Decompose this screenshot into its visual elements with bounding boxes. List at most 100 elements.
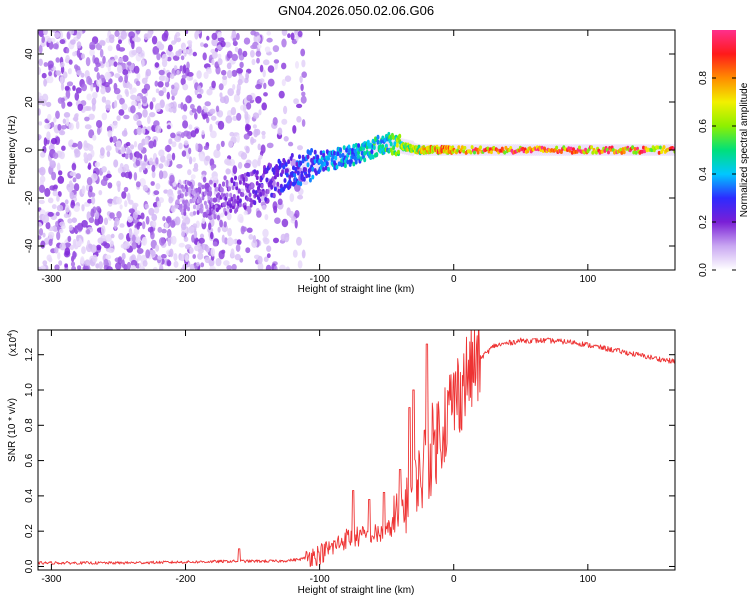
heatmap-cell (162, 216, 166, 222)
heatmap-cell (232, 84, 236, 90)
heatmap-cell (149, 157, 154, 166)
heatmap-cell (261, 173, 265, 179)
heatmap-cell (572, 147, 575, 152)
heatmap-cell (236, 112, 242, 121)
heatmap-cell (137, 142, 144, 151)
heatmap-cell (76, 234, 80, 242)
heatmap-cell (166, 124, 171, 130)
heatmap-cell (476, 150, 480, 155)
heatmap-cell (130, 259, 138, 267)
heatmap-cell (304, 167, 307, 173)
heatmap-cell (38, 228, 44, 236)
heatmap-cell (166, 260, 172, 267)
heatmap-cell (222, 181, 225, 187)
heatmap-cell (121, 252, 126, 260)
heatmap-cell (142, 260, 148, 267)
heatmap-cell (196, 70, 202, 79)
heatmap-cell (657, 150, 661, 155)
heatmap-cell (252, 189, 256, 195)
heatmap-cell (217, 226, 221, 233)
heatmap-cell (131, 100, 137, 107)
heatmap-cell (67, 101, 73, 107)
heatmap-cell (161, 170, 168, 179)
heatmap-cell (234, 175, 237, 181)
heatmap-cell (189, 198, 193, 204)
heatmap-cell (98, 190, 103, 196)
snr-y-tick-label: 0.0 (24, 559, 35, 573)
heatmap-cell (211, 51, 218, 59)
heatmap-cell (136, 151, 140, 159)
heatmap-cell (250, 50, 255, 58)
heatmap-cell (559, 150, 563, 154)
heatmap-cell (290, 153, 294, 158)
heatmap-cell (158, 90, 164, 97)
colorbar: 0.0 0.2 0.4 0.6 0.8 Normalized spectral ampl… (698, 30, 750, 277)
snr-y-tick-label: 0.6 (24, 453, 35, 467)
heatmap-cell (161, 53, 168, 63)
heatmap-cell (327, 166, 330, 172)
heatmap-cell (634, 150, 638, 155)
heatmap-cell (262, 69, 266, 78)
heatmap-cell (298, 154, 301, 160)
heatmap-cell (301, 71, 308, 78)
heatmap-cell (252, 159, 258, 169)
heatmap-cell (283, 105, 288, 115)
heatmap-cell (101, 112, 108, 121)
heatmap-cell (272, 193, 276, 198)
heatmap-cell (202, 52, 207, 61)
heatmap-cell (210, 231, 214, 240)
heatmap-cell (301, 59, 306, 68)
heatmap-cell (52, 190, 59, 197)
heatmap-cell (68, 68, 73, 75)
heatmap-cell (49, 160, 56, 169)
heatmap-cell (600, 149, 604, 154)
heatmap-cell (223, 95, 229, 104)
heatmap-cell (290, 158, 297, 167)
heatmap-cell (279, 183, 283, 189)
snr-x-tick-label: -200 (176, 574, 196, 585)
heatmap-cell (106, 173, 112, 179)
heatmap-cell (43, 62, 48, 67)
heatmap-cell (394, 151, 398, 157)
heatmap-cell (113, 100, 118, 108)
heatmap-cell (67, 235, 72, 243)
heatmap-cell (234, 46, 239, 53)
heatmap-cell (109, 136, 113, 143)
spectrogram-x-tick-label: 100 (579, 274, 596, 285)
heatmap-cell (224, 196, 228, 201)
heatmap-cell (217, 37, 225, 42)
heatmap-cell (392, 135, 396, 140)
heatmap-cell (190, 174, 196, 180)
heatmap-cell (214, 149, 221, 158)
heatmap-cell (205, 204, 209, 210)
heatmap-cell (187, 47, 193, 56)
heatmap-cell (266, 37, 273, 43)
heatmap-cell (204, 101, 211, 107)
heatmap-cell (83, 152, 88, 159)
colorbar-tick-label: 0.6 (698, 119, 709, 133)
heatmap-cell (259, 191, 263, 197)
heatmap-cell (331, 154, 335, 160)
heatmap-cell (195, 142, 199, 152)
heatmap-cell (142, 184, 149, 192)
heatmap-cell (297, 145, 303, 151)
heatmap-cell (194, 112, 198, 120)
heatmap-cell (236, 134, 240, 143)
heatmap-cell (199, 233, 205, 239)
heatmap-cell (68, 59, 73, 65)
heatmap-cell (311, 166, 315, 172)
snr-y-axis-label: SNR (10 * v/v) (7, 398, 18, 462)
heatmap-cell (223, 221, 227, 228)
heatmap-cell (470, 145, 474, 150)
heatmap-cell (96, 244, 102, 251)
heatmap-cell (149, 112, 156, 118)
heatmap-cell (106, 266, 113, 270)
heatmap-cell (381, 135, 385, 141)
heatmap-cell (58, 170, 63, 176)
heatmap-cell (177, 194, 181, 200)
heatmap-cell (236, 67, 244, 74)
heatmap-cell (64, 204, 70, 213)
heatmap-cell (301, 154, 305, 160)
heatmap-cell (279, 264, 286, 270)
spectrogram-x-tick-label: -100 (310, 274, 330, 285)
